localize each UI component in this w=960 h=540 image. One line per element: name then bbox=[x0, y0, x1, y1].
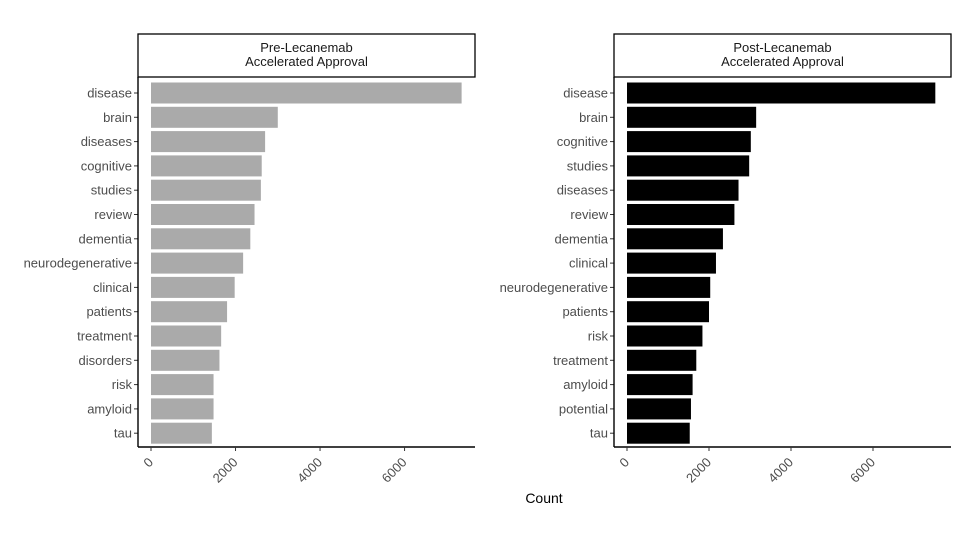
bar-neurodegenerative bbox=[627, 276, 711, 298]
bar-clinical bbox=[151, 276, 235, 298]
y-tick-label-tau: tau bbox=[114, 426, 132, 441]
bar-disease bbox=[151, 82, 462, 104]
y-tick-label-tau: tau bbox=[590, 426, 608, 441]
y-tick-label-treatment: treatment bbox=[77, 329, 132, 344]
y-tick-label-studies: studies bbox=[91, 183, 133, 198]
y-tick-label-treatment: treatment bbox=[553, 353, 608, 368]
bar-dementia bbox=[627, 228, 723, 250]
bar-dementia bbox=[151, 228, 251, 250]
y-tick-label-studies: studies bbox=[567, 158, 609, 173]
bar-amyloid bbox=[151, 398, 214, 420]
bar-clinical bbox=[627, 252, 716, 274]
bar-studies bbox=[151, 179, 261, 201]
bar-brain bbox=[151, 106, 278, 128]
y-tick-label-dementia: dementia bbox=[555, 231, 609, 246]
y-tick-label-diseases: diseases bbox=[81, 134, 133, 149]
bar-treatment bbox=[627, 349, 697, 371]
x-axis-title: Count bbox=[525, 490, 562, 506]
bar-potential bbox=[627, 398, 691, 420]
bar-patients bbox=[151, 301, 228, 323]
bar-tau bbox=[627, 422, 690, 444]
y-tick-label-brain: brain bbox=[103, 110, 132, 125]
strip-title-line-2: Accelerated Approval bbox=[245, 54, 368, 69]
strip-title-line-1: Pre-Lecanemab bbox=[260, 40, 353, 55]
bar-neurodegenerative bbox=[151, 252, 244, 274]
y-tick-label-amyloid: amyloid bbox=[87, 401, 132, 416]
y-tick-label-cognitive: cognitive bbox=[81, 158, 132, 173]
bar-diseases bbox=[151, 131, 266, 153]
bar-disease bbox=[627, 82, 936, 104]
y-tick-label-neurodegenerative: neurodegenerative bbox=[24, 256, 132, 271]
x-tick-label-0: 0 bbox=[140, 455, 156, 471]
y-tick-label-amyloid: amyloid bbox=[563, 377, 608, 392]
bar-amyloid bbox=[627, 374, 693, 396]
bar-review bbox=[627, 204, 735, 225]
y-tick-label-clinical: clinical bbox=[93, 280, 132, 295]
y-tick-label-neurodegenerative: neurodegenerative bbox=[500, 280, 608, 295]
x-tick-label-0: 0 bbox=[616, 455, 632, 471]
x-tick-label-2000: 2000 bbox=[210, 455, 241, 486]
bar-brain bbox=[627, 106, 757, 128]
bar-risk bbox=[627, 325, 703, 347]
y-tick-label-review: review bbox=[570, 207, 608, 222]
y-tick-label-cognitive: cognitive bbox=[557, 134, 608, 149]
bar-cognitive bbox=[151, 155, 262, 177]
strip-title-line-1: Post-Lecanemab bbox=[733, 40, 831, 55]
bar-treatment bbox=[151, 325, 222, 347]
bar-diseases bbox=[627, 179, 739, 201]
bar-patients bbox=[627, 301, 709, 323]
bar-review bbox=[151, 204, 255, 225]
bar-risk bbox=[151, 374, 214, 396]
x-tick-label-6000: 6000 bbox=[847, 455, 878, 486]
y-tick-label-clinical: clinical bbox=[569, 256, 608, 271]
y-tick-label-risk: risk bbox=[112, 377, 133, 392]
x-tick-label-6000: 6000 bbox=[379, 455, 410, 486]
y-tick-label-risk: risk bbox=[588, 329, 609, 344]
strip-title-line-2: Accelerated Approval bbox=[721, 54, 844, 69]
y-tick-label-patients: patients bbox=[86, 304, 132, 319]
y-tick-label-patients: patients bbox=[562, 304, 608, 319]
y-tick-label-brain: brain bbox=[579, 110, 608, 125]
strip-box bbox=[137, 33, 476, 78]
y-tick-label-diseases: diseases bbox=[557, 183, 609, 198]
x-tick-label-4000: 4000 bbox=[294, 455, 325, 486]
x-tick-label-4000: 4000 bbox=[765, 455, 796, 486]
y-tick-label-dementia: dementia bbox=[79, 231, 133, 246]
y-tick-label-review: review bbox=[94, 207, 132, 222]
y-tick-label-disease: disease bbox=[563, 86, 608, 101]
strip-box bbox=[613, 33, 952, 78]
bar-studies bbox=[627, 155, 750, 177]
bar-cognitive bbox=[627, 131, 751, 153]
bar-tau bbox=[151, 422, 212, 444]
y-tick-label-disorders: disorders bbox=[79, 353, 133, 368]
x-tick-label-2000: 2000 bbox=[683, 455, 714, 486]
bar-disorders bbox=[151, 349, 220, 371]
y-tick-label-potential: potential bbox=[559, 401, 608, 416]
y-tick-label-disease: disease bbox=[87, 86, 132, 101]
